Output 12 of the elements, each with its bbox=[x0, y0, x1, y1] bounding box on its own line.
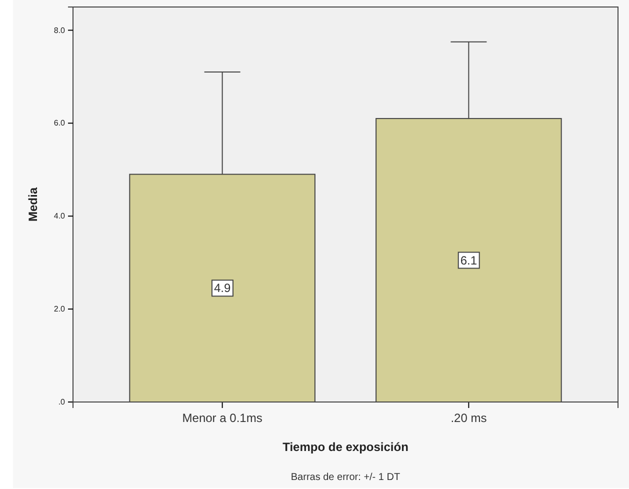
x-axis-title: Tiempo de exposición bbox=[282, 440, 408, 454]
y-tick-label: 2.0 bbox=[54, 304, 66, 314]
data-label: 4.9 bbox=[214, 281, 231, 296]
data-label: 6.1 bbox=[460, 253, 478, 268]
y-tick-label: 4.0 bbox=[54, 212, 66, 221]
y-tick-label: 6.0 bbox=[54, 118, 66, 128]
x-tick-label: .20 ms bbox=[450, 410, 487, 425]
y-tick-label: 8.0 bbox=[54, 26, 66, 35]
x-tick-label: Menor a 0.1ms bbox=[182, 410, 262, 425]
text: Barras de error: +/- 1 DT bbox=[290, 472, 400, 483]
y-tick-label: .0 bbox=[58, 398, 66, 407]
y-axis-title: Media bbox=[26, 187, 40, 222]
